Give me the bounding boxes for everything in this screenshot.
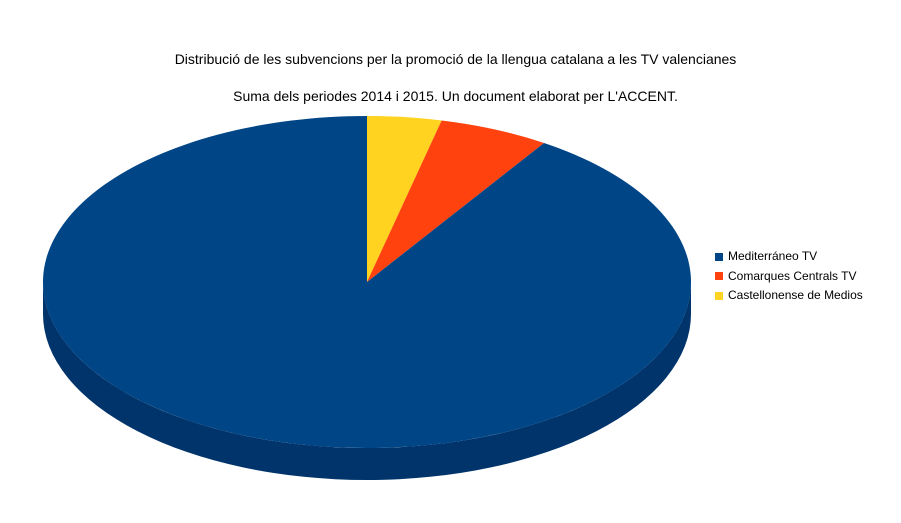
legend-label-mediterraneo-tv: Mediterráneo TV <box>728 249 818 263</box>
legend-item-comarques-centrals-tv: Comarques Centrals TV <box>715 267 863 287</box>
legend-label-comarques-centrals-tv: Comarques Centrals TV <box>728 268 857 283</box>
legend: Mediterráneo TV Comarques Centrals TV Ca… <box>715 247 863 306</box>
legend-item-mediterraneo-tv: Mediterráneo TV <box>715 247 863 267</box>
legend-swatch-mediterraneo-tv <box>715 252 723 261</box>
pie-slice-comarques-centrals-tv <box>367 120 545 283</box>
chart-title: Distribució de les subvencions per la pr… <box>174 51 737 67</box>
legend-swatch-comarques-centrals-tv <box>715 272 723 281</box>
pie-slice-castellonense-de-medios <box>367 116 442 282</box>
legend-label-castellonense-de-medios: Castellonense de Medios <box>728 288 863 302</box>
legend-item-castellonense-de-medios: Castellonense de Medios <box>715 286 863 306</box>
legend-swatch-castellonense-de-medios <box>715 291 723 300</box>
pie-side-mediterraneo-tv <box>43 282 691 480</box>
chart-subtitle: Suma dels periodes 2014 i 2015. Un docum… <box>233 88 678 104</box>
pie-slice-mediterraneo-tv <box>42 116 692 448</box>
